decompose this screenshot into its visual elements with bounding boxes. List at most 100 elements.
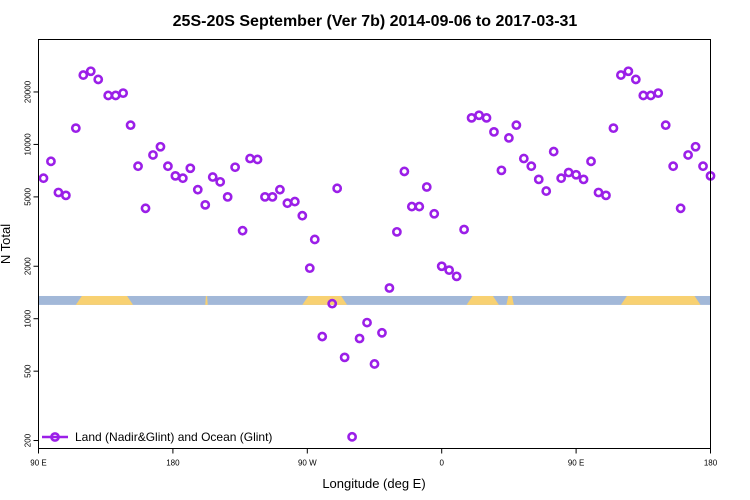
data-point-0-78 bbox=[623, 66, 634, 77]
data-point-0-57 bbox=[466, 112, 477, 123]
y-tick-label-5: 10000 bbox=[24, 133, 33, 156]
data-point-0-31 bbox=[275, 184, 285, 195]
data-point-0-49 bbox=[406, 201, 417, 212]
y-tick-label-4: 5000 bbox=[24, 187, 33, 205]
data-point-0-16 bbox=[163, 161, 173, 172]
land-segment-4 bbox=[506, 295, 514, 305]
data-point-0-66 bbox=[533, 174, 544, 185]
x-tick-label-4: 90 E bbox=[568, 459, 584, 468]
data-point-0-5 bbox=[78, 70, 89, 80]
x-tick-label-1: 180 bbox=[166, 459, 180, 468]
legend-marker bbox=[50, 432, 60, 442]
legend-label: Land (Nadir&Glint) and Ocean (Glint) bbox=[75, 430, 272, 444]
data-point-0-44 bbox=[369, 359, 380, 369]
data-point-0-64 bbox=[518, 153, 529, 164]
data-point-0-80 bbox=[638, 90, 649, 101]
data-point-0-42 bbox=[354, 333, 365, 344]
data-point-0-14 bbox=[148, 150, 158, 160]
data-point-0-20 bbox=[192, 184, 203, 195]
data-point-0-41 bbox=[347, 431, 357, 442]
data-point-0-65 bbox=[526, 161, 537, 172]
data-point-0-28 bbox=[252, 154, 263, 165]
data-point-0-45 bbox=[377, 327, 387, 338]
data-point-0-71 bbox=[571, 169, 581, 180]
chart-title: 25S-20S September (Ver 7b) 2014-09-06 to… bbox=[173, 13, 578, 30]
y-tick-label-2: 1000 bbox=[24, 309, 33, 327]
data-point-0-52 bbox=[429, 208, 440, 219]
data-point-0-19 bbox=[185, 163, 196, 174]
data-point-0-54 bbox=[444, 265, 455, 276]
data-point-0-32 bbox=[282, 198, 293, 209]
data-point-0-9 bbox=[110, 90, 121, 101]
y-tick-label-3: 2000 bbox=[24, 257, 33, 275]
data-point-0-23 bbox=[215, 176, 226, 187]
data-point-0-6 bbox=[85, 66, 96, 77]
data-point-0-77 bbox=[616, 70, 626, 80]
data-point-0-84 bbox=[668, 161, 679, 172]
data-point-0-69 bbox=[556, 173, 567, 184]
data-point-0-50 bbox=[414, 201, 425, 212]
data-point-0-37 bbox=[317, 331, 328, 342]
land-ocean-strip bbox=[38, 295, 711, 305]
data-point-0-43 bbox=[362, 317, 372, 328]
data-point-0-73 bbox=[586, 156, 596, 167]
data-point-0-4 bbox=[70, 123, 81, 134]
data-point-0-60 bbox=[489, 126, 499, 137]
y-axis-label: N Total bbox=[0, 224, 13, 264]
data-point-0-12 bbox=[133, 161, 143, 172]
data-point-0-34 bbox=[297, 210, 308, 221]
y-tick-label-1: 500 bbox=[24, 364, 33, 378]
data-point-0-48 bbox=[399, 166, 410, 177]
data-point-0-0 bbox=[38, 173, 49, 184]
data-point-0-63 bbox=[511, 120, 522, 131]
land-segment-3 bbox=[466, 295, 499, 305]
data-point-0-74 bbox=[593, 187, 604, 198]
data-point-0-18 bbox=[177, 173, 188, 184]
data-point-0-40 bbox=[339, 352, 350, 363]
land-segment-2 bbox=[302, 295, 348, 305]
data-point-0-27 bbox=[245, 153, 255, 164]
data-point-0-59 bbox=[481, 112, 492, 123]
data-point-0-76 bbox=[608, 123, 619, 134]
data-points bbox=[38, 66, 716, 442]
data-point-0-10 bbox=[118, 88, 129, 99]
x-tick-label-2: 90 W bbox=[298, 459, 317, 468]
data-point-0-70 bbox=[563, 167, 574, 178]
data-point-0-26 bbox=[237, 225, 248, 236]
data-point-0-51 bbox=[421, 182, 432, 192]
y-tick-label-6: 20000 bbox=[24, 80, 33, 103]
data-point-0-75 bbox=[601, 190, 611, 201]
x-axis-label: Longitude (deg E) bbox=[322, 476, 425, 491]
x-tick-label-0: 90 E bbox=[30, 459, 46, 468]
data-point-0-61 bbox=[496, 165, 507, 176]
data-point-0-13 bbox=[140, 203, 151, 214]
data-point-0-46 bbox=[384, 283, 395, 293]
x-tick-label-5: 180 bbox=[704, 459, 718, 468]
data-point-0-72 bbox=[578, 174, 589, 185]
y-axis: 200 500 1000 2000 5000 10000 20000 bbox=[24, 80, 39, 447]
data-point-0-17 bbox=[170, 170, 181, 181]
data-point-0-62 bbox=[503, 133, 514, 143]
data-point-0-35 bbox=[304, 263, 315, 274]
data-point-0-8 bbox=[103, 90, 114, 101]
data-point-0-86 bbox=[683, 150, 693, 160]
data-point-0-30 bbox=[267, 191, 278, 202]
x-tick-label-3: 0 bbox=[439, 459, 444, 468]
data-point-0-56 bbox=[459, 224, 469, 235]
data-point-0-36 bbox=[309, 234, 320, 245]
data-point-0-2 bbox=[53, 187, 64, 198]
data-point-0-67 bbox=[541, 186, 552, 196]
data-point-0-21 bbox=[200, 199, 211, 210]
data-point-0-58 bbox=[474, 110, 484, 121]
data-point-0-22 bbox=[207, 172, 218, 182]
data-point-0-79 bbox=[630, 74, 641, 85]
data-point-0-85 bbox=[675, 203, 686, 214]
data-point-0-29 bbox=[260, 191, 270, 202]
data-point-0-83 bbox=[660, 120, 671, 131]
data-point-0-15 bbox=[155, 141, 166, 152]
land-segment-5 bbox=[620, 295, 701, 305]
data-point-0-3 bbox=[60, 190, 71, 201]
data-point-0-68 bbox=[548, 146, 559, 157]
plot-frame bbox=[38, 39, 711, 449]
